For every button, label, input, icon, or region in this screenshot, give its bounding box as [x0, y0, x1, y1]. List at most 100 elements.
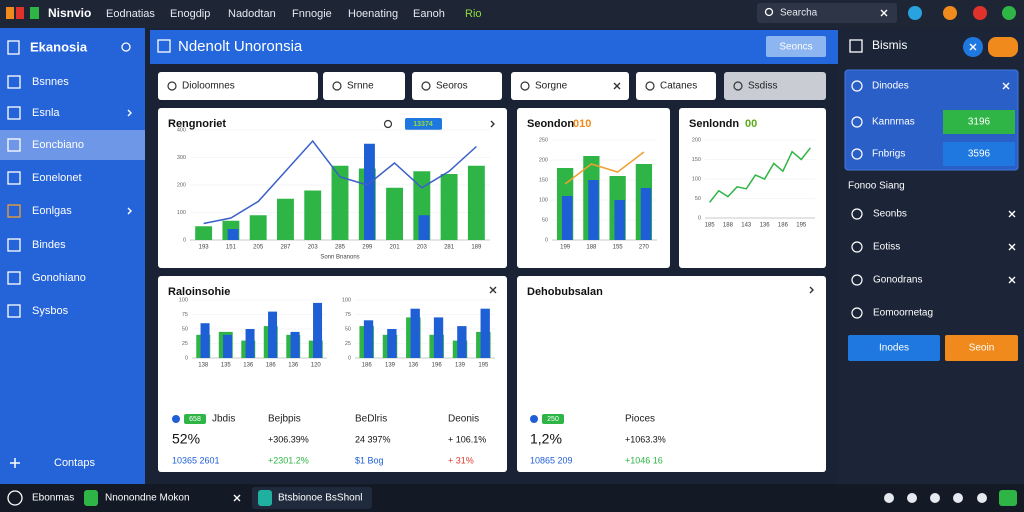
close-icon[interactable] — [1008, 210, 1016, 218]
top-icon[interactable] — [973, 6, 987, 20]
close-icon[interactable] — [880, 9, 888, 17]
filter-box[interactable] — [158, 72, 318, 100]
chevron[interactable] — [127, 207, 132, 215]
sidebar-footer[interactable]: Contaps — [54, 457, 95, 469]
tray-icon[interactable] — [930, 493, 940, 503]
tray-icon[interactable] — [907, 493, 917, 503]
x-tick-label: 186 — [266, 363, 277, 369]
menu-item[interactable]: Fnnogie — [292, 8, 332, 20]
search-box[interactable] — [757, 3, 897, 23]
stat-value: 1,2% — [530, 431, 562, 447]
close-icon[interactable] — [969, 43, 977, 51]
top-icon[interactable] — [1002, 6, 1016, 20]
nav-item[interactable]: Bindes — [32, 239, 66, 251]
menu-item[interactable]: Nadodtan — [228, 8, 276, 20]
y-tick-label: 300 — [177, 155, 186, 161]
close-icon[interactable] — [489, 286, 497, 294]
action-button[interactable] — [848, 335, 940, 361]
filter-box[interactable] — [511, 72, 629, 100]
x-tick-label: 135 — [221, 363, 232, 369]
chevron[interactable] — [127, 109, 132, 117]
tray-icon[interactable] — [884, 493, 894, 503]
filter-icon — [520, 81, 530, 91]
bar — [227, 229, 239, 240]
close-icon[interactable] — [1002, 82, 1010, 90]
filter-label: Ssdiss — [748, 81, 777, 92]
task-item[interactable]: Ebonmas — [32, 493, 74, 504]
x-tick-label: 199 — [560, 245, 571, 251]
top-icon[interactable] — [908, 6, 922, 20]
filter-box[interactable] — [323, 72, 405, 100]
logo-icon — [30, 7, 39, 19]
close-icon[interactable] — [1008, 276, 1016, 284]
menu-item[interactable]: Enogdip — [170, 8, 210, 20]
x-tick-label: 136 — [288, 363, 299, 369]
tray-icon[interactable] — [977, 493, 987, 503]
filter-box[interactable] — [636, 72, 716, 100]
right-item[interactable]: Gonodrans — [873, 275, 922, 286]
x-tick-label: 185 — [705, 223, 716, 229]
x-tick-label: 195 — [478, 363, 489, 369]
y-tick-label: 100 — [179, 297, 188, 303]
menu-item[interactable]: Hoenating — [348, 8, 398, 20]
right-item[interactable]: Seonbs — [873, 209, 907, 220]
menu-item[interactable]: Eodnatias — [106, 8, 155, 20]
x-tick-label: 120 — [311, 363, 322, 369]
task-icon — [258, 490, 272, 506]
filter-label: Seoros — [436, 81, 468, 92]
right-button[interactable] — [988, 37, 1018, 57]
filter-icon — [167, 81, 177, 91]
nav-item[interactable]: Gonohiano — [32, 272, 86, 284]
y-tick-label: 25 — [182, 341, 188, 347]
bar — [331, 165, 349, 240]
menu-item[interactable]: Rio — [465, 8, 482, 20]
panel-badge-label: 00 — [745, 118, 757, 130]
box-label: Fnbrigs — [872, 149, 905, 160]
stat-label: Deonis — [448, 414, 479, 425]
chevron[interactable] — [809, 286, 814, 294]
bar — [588, 180, 599, 240]
action-button[interactable] — [945, 335, 1018, 361]
close-icon[interactable] — [1008, 243, 1016, 251]
right-item[interactable]: Eotiss — [873, 242, 900, 253]
box-button-label: 3196 — [968, 117, 991, 128]
close-icon[interactable] — [233, 494, 241, 502]
y-tick-label: 200 — [539, 157, 548, 163]
nav-icon — [7, 271, 21, 285]
item-icon — [851, 274, 863, 286]
task-item[interactable]: Btsbionoe BsShonl — [278, 493, 363, 504]
stat-label: Jbdis — [212, 414, 235, 425]
nav-item[interactable]: Bsnnes — [32, 76, 69, 88]
menu-item[interactable]: Eanoh — [413, 8, 445, 20]
box-button[interactable] — [943, 142, 1015, 166]
tray-icon[interactable] — [953, 493, 963, 503]
filter-box[interactable] — [724, 72, 826, 100]
nav-item[interactable]: Eoncbiano — [32, 139, 84, 151]
y-tick-label: 75 — [182, 312, 188, 318]
chevron[interactable] — [490, 120, 495, 128]
stat-label: Bejbpis — [268, 414, 301, 425]
right-item[interactable]: Eomoornetag — [873, 308, 933, 319]
filter-icon — [421, 81, 431, 91]
box-label: Kannrnas — [872, 117, 915, 128]
top-icon[interactable] — [943, 6, 957, 20]
bar — [363, 320, 374, 358]
box-button-label: 3596 — [968, 149, 991, 160]
stat-icon — [172, 415, 180, 423]
task-item[interactable]: Nnonondne Mokon — [105, 493, 190, 504]
tray-icon[interactable] — [999, 490, 1017, 506]
box-button[interactable] — [943, 110, 1015, 134]
nav-item[interactable]: Esnla — [32, 107, 60, 119]
nav-item[interactable]: Eonelonet — [32, 172, 82, 184]
nav-item[interactable]: Eonlgas — [32, 205, 72, 217]
filter-box[interactable] — [412, 72, 502, 100]
y-tick-label: 0 — [698, 215, 701, 221]
close-icon[interactable] — [613, 82, 621, 90]
bar — [440, 174, 458, 240]
y-tick-label: 400 — [177, 127, 186, 133]
stat-badge — [184, 414, 206, 424]
header-button[interactable] — [766, 36, 826, 57]
header-icon — [157, 39, 171, 53]
x-tick-label: 136 — [243, 363, 254, 369]
nav-item[interactable]: Sysbos — [32, 305, 69, 317]
